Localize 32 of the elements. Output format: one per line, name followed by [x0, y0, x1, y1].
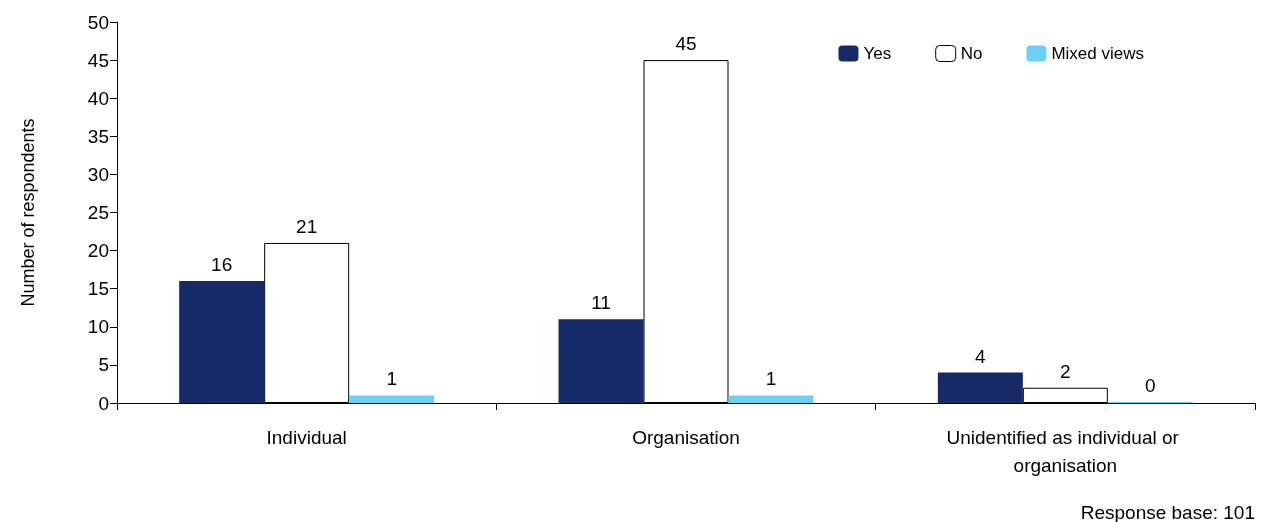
data-label: 45 [675, 33, 697, 55]
data-label: 16 [211, 254, 233, 276]
data-label: 1 [765, 368, 777, 390]
y-tick-label: 0 [98, 392, 109, 414]
legend-label: Yes [863, 44, 892, 63]
data-label: 2 [1060, 360, 1071, 382]
bar [179, 281, 265, 403]
y-tick-label: 15 [87, 278, 109, 300]
y-tick-label: 30 [87, 163, 109, 185]
legend-label: No [960, 44, 983, 63]
bar [349, 395, 435, 403]
y-tick-label: 5 [98, 354, 109, 376]
bar [937, 372, 1023, 403]
y-tick-label: 40 [87, 87, 109, 109]
y-tick-label: 50 [87, 11, 109, 33]
data-label: 0 [1145, 375, 1156, 396]
y-tick-label: 45 [87, 49, 109, 71]
bar [728, 395, 814, 403]
data-label: 11 [591, 292, 611, 314]
x-tick-label: Individual [266, 426, 347, 448]
data-label: 1 [386, 368, 397, 390]
x-tick-label: Organisation [632, 426, 740, 448]
y-axis-title: Number of respondents [18, 118, 38, 307]
x-tick-label: Unidentified as individual or organisation [946, 426, 1185, 476]
legend-label: Mixed views [1051, 44, 1145, 63]
y-tick-label: 20 [87, 240, 109, 262]
data-label: 21 [296, 215, 318, 237]
y-tick-label: 10 [87, 316, 109, 338]
y-tick-label: 35 [87, 125, 109, 147]
bar [558, 319, 644, 403]
y-tick-label: 25 [87, 202, 109, 223]
data-label: 4 [975, 345, 987, 367]
